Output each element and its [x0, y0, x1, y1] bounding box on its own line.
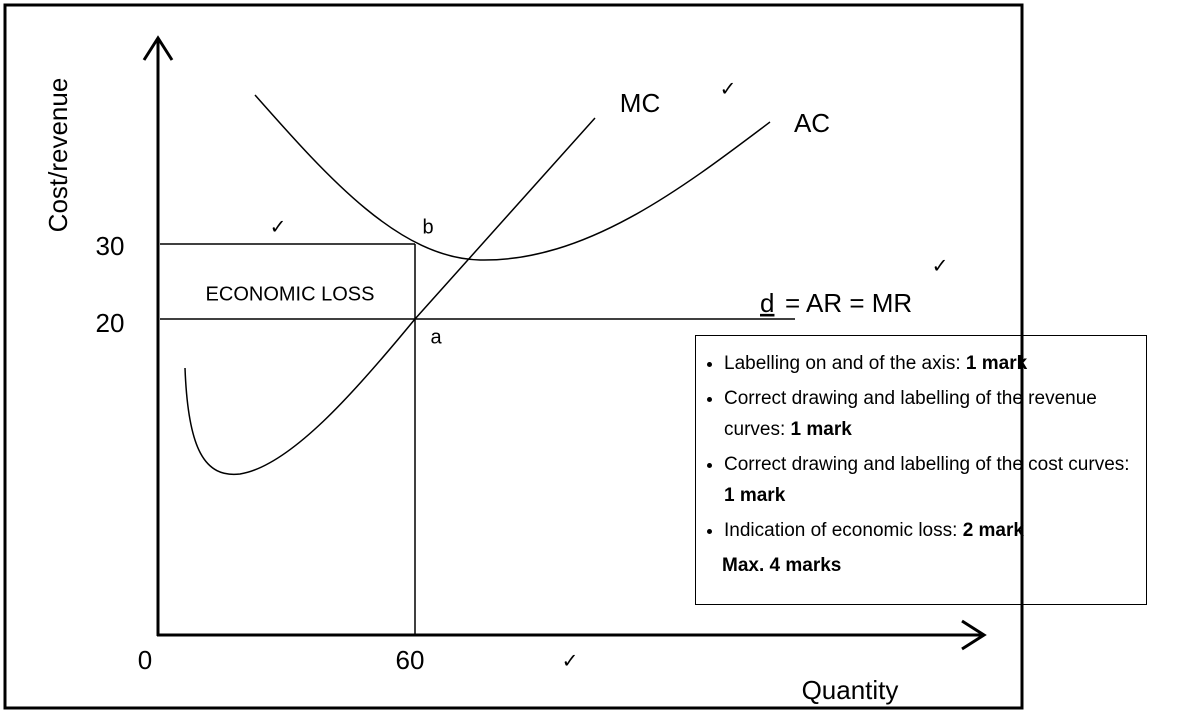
guide-item: Indication of economic loss: 2 mark — [724, 515, 1136, 546]
guide-item: Labelling on and of the axis: 1 mark — [724, 348, 1136, 379]
y-value: 30 — [96, 231, 125, 261]
x-arrow — [961, 619, 987, 651]
x-axis-label: Quantity — [802, 675, 899, 705]
y-arrow — [142, 35, 174, 61]
guide-footer: Max. 4 marks — [722, 555, 842, 576]
marking-guide: Labelling on and of the axis: 1 mark Cor… — [695, 335, 1147, 605]
y-axis-label: Cost/revenue — [43, 78, 73, 233]
curve-label: d — [760, 288, 774, 318]
curve-label: = AR = MR — [785, 288, 912, 318]
item-mark: 1 mark — [790, 419, 852, 440]
point-label: a — [430, 326, 442, 348]
curve-label: MC — [620, 88, 660, 118]
y-value: 20 — [96, 308, 125, 338]
guide-item: Correct drawing and labelling of the cos… — [724, 449, 1136, 511]
axes — [142, 35, 987, 651]
guide-item: Correct drawing and labelling of the rev… — [724, 383, 1136, 445]
item-text: Correct drawing and labelling of the rev… — [724, 388, 1097, 440]
area-label: ECONOMIC LOSS — [206, 283, 375, 305]
item-mark: 1 mark — [965, 353, 1028, 374]
guide-list: Labelling on and of the axis: 1 mark Cor… — [710, 348, 1136, 546]
check: ✓ — [562, 650, 579, 672]
frame — [3, 3, 1024, 710]
item-text: Labelling on and of the axis: — [724, 353, 966, 374]
check: ✓ — [720, 78, 737, 100]
check: ✓ — [932, 255, 949, 277]
item-mark: 2 mark — [962, 520, 1024, 541]
item-mark: 1 mark — [724, 485, 786, 506]
x-value: 60 — [396, 645, 425, 675]
point-label: b — [422, 216, 433, 238]
item-text: Correct drawing and labelling of the cos… — [724, 454, 1130, 475]
mc-curve — [184, 117, 596, 476]
item-text: Indication of economic loss: — [724, 520, 963, 541]
curve-label: AC — [794, 108, 830, 138]
ac-curve — [254, 94, 771, 261]
check: ✓ — [270, 216, 287, 238]
x-value: 0 — [138, 645, 152, 675]
